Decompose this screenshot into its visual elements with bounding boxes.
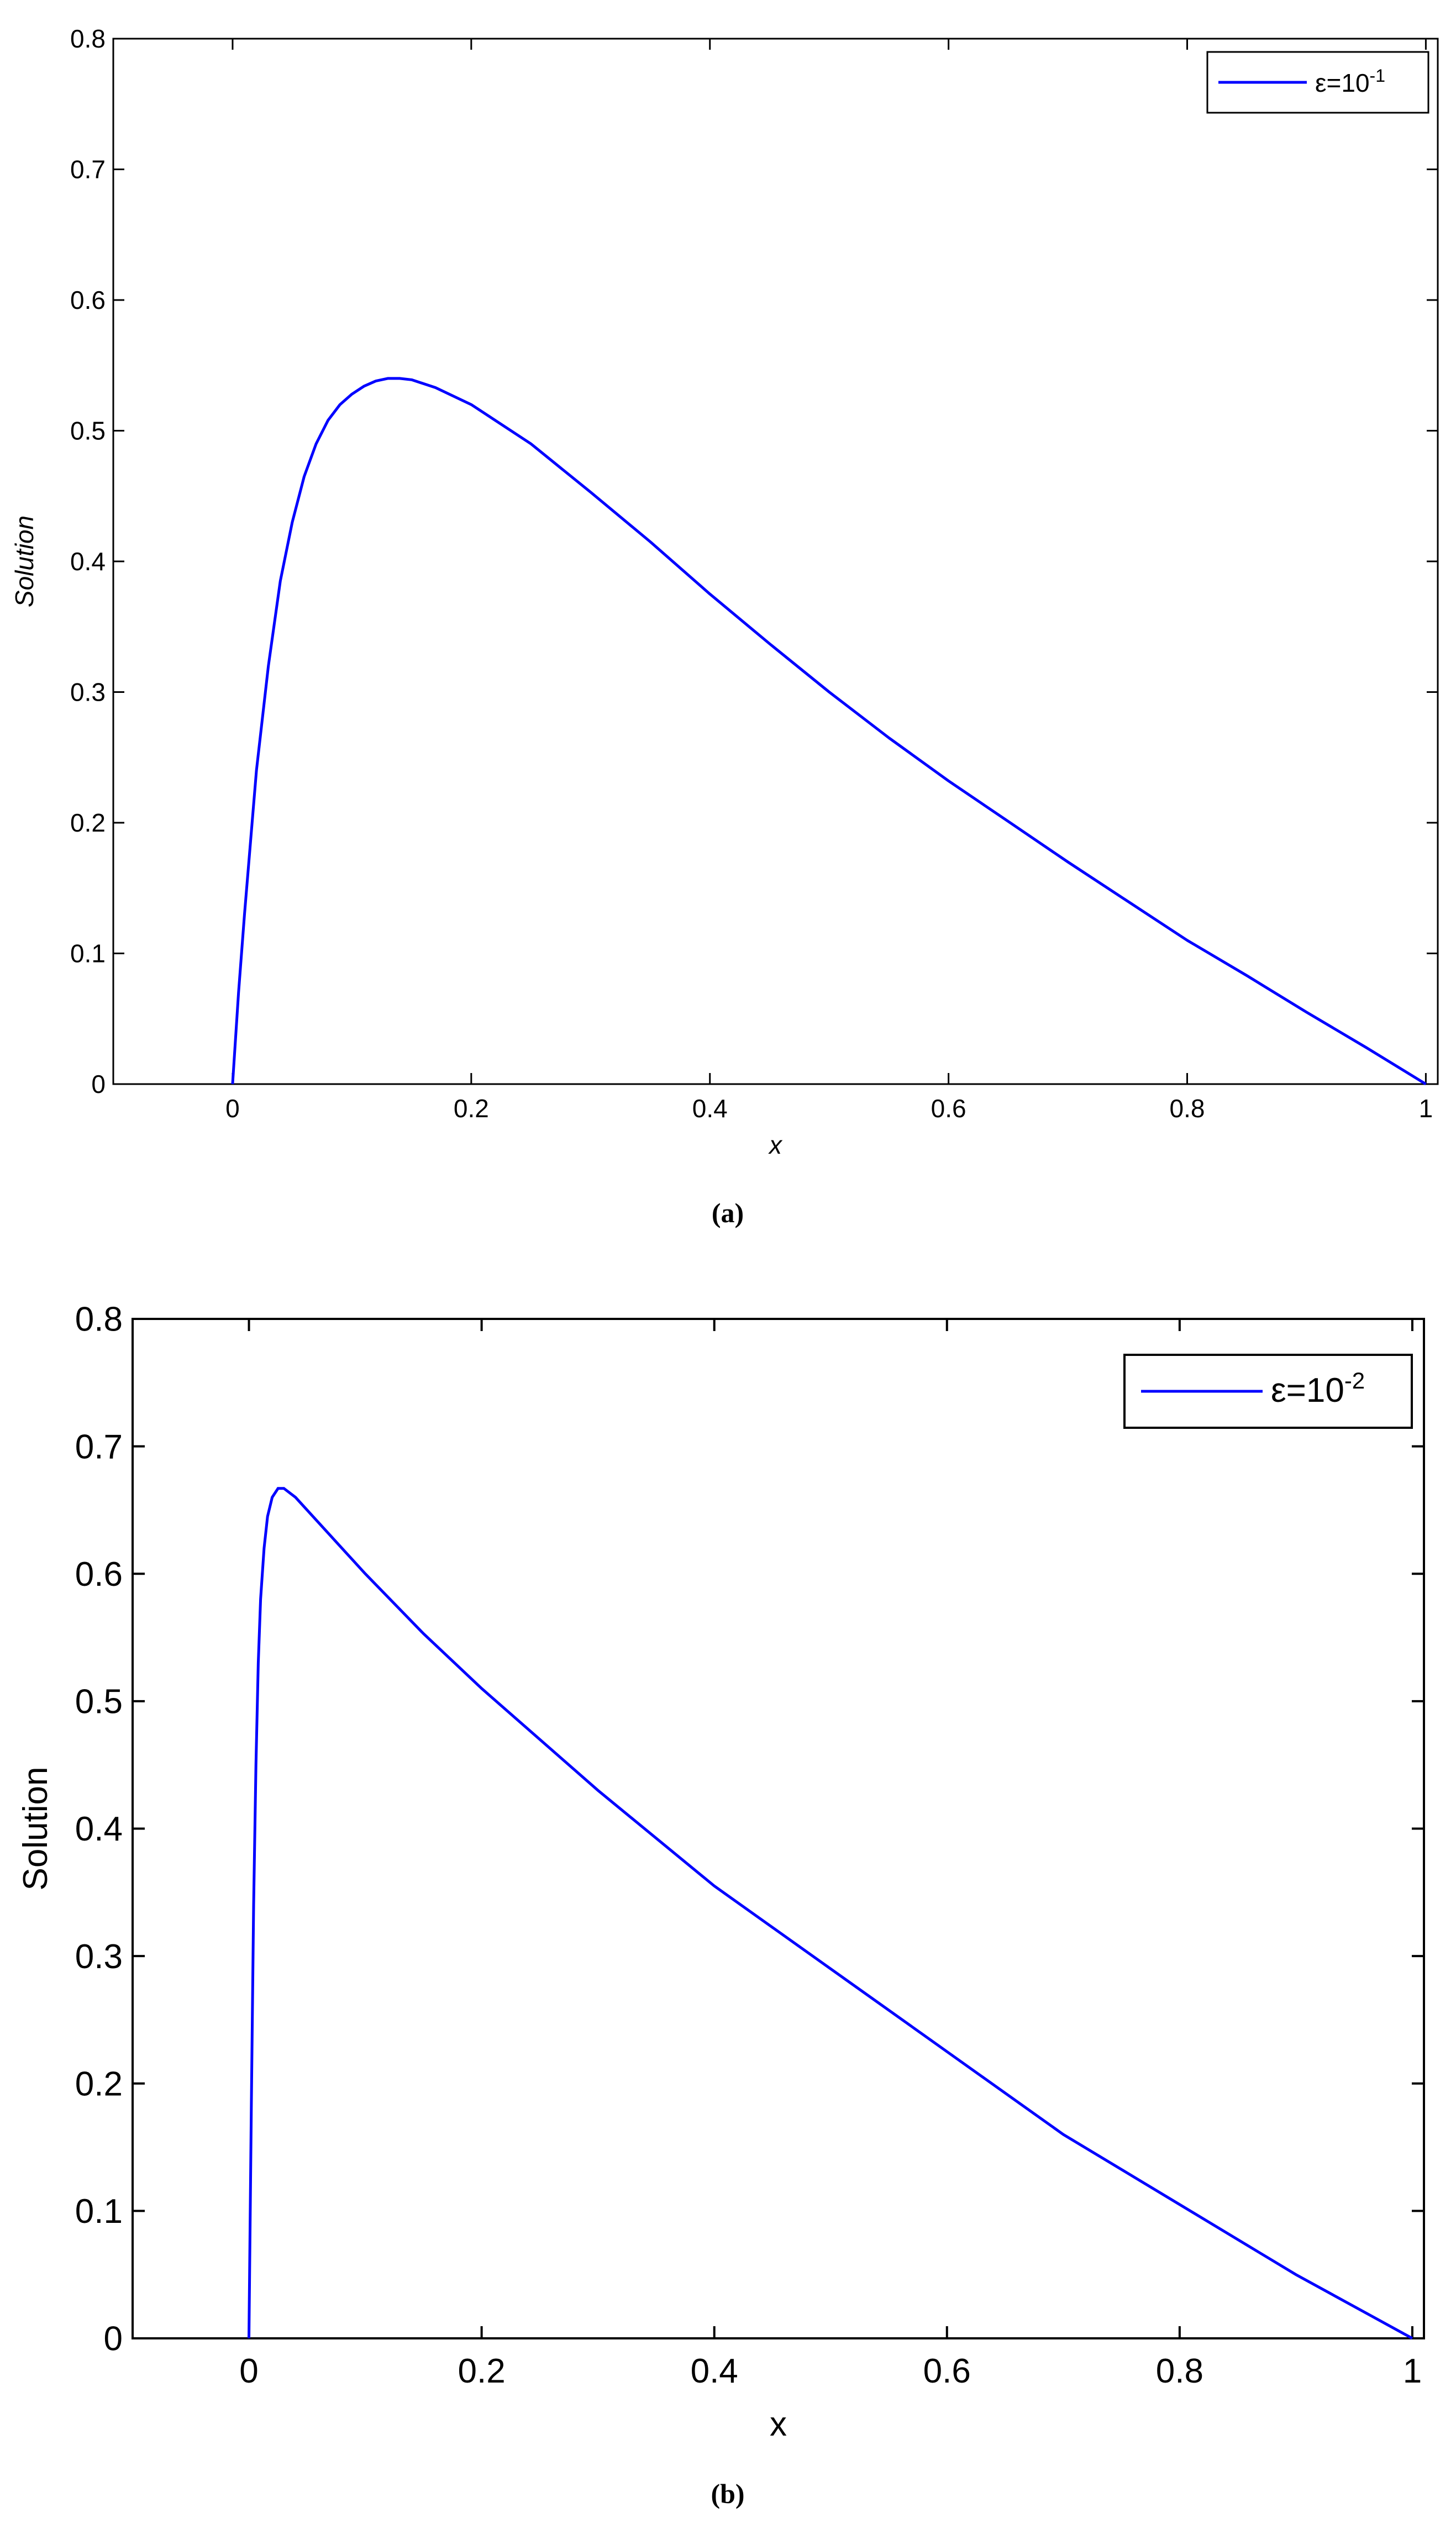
x-tick-label: 0.2 [458, 2352, 506, 2390]
series-line-a [231, 377, 1427, 1086]
x-tick-label: 0.8 [1170, 1094, 1205, 1123]
panel-caption-b: (b) [711, 2478, 744, 2509]
legend-label-exp-a: -1 [1370, 66, 1385, 86]
y-tick-label: 0.5 [70, 417, 106, 445]
x-tick-label: 0 [225, 1094, 240, 1123]
plot-area-b [132, 1318, 1425, 2339]
x-tick-label: 0.6 [923, 2352, 971, 2390]
y-tick-label: 0.6 [75, 1555, 123, 1594]
y-axis-label-a: Solution [10, 516, 39, 607]
chart-panel-b: 0 0.2 0.4 0.6 0.8 100.10.20.30.40.50.60.70.8 … [17, 1301, 1425, 2509]
y-tick-label: 0.2 [70, 808, 106, 837]
series-line-b [248, 1487, 1413, 2340]
legend-label-base-a: ε=10 [1315, 69, 1370, 97]
ticks-a: 0 0.2 0.4 0.6 0.8 1 0 0.1 0.2 0.3 0.4 0.5 0.6 0.7 0.8 [70, 24, 1438, 1123]
y-tick-label: 0.7 [70, 155, 106, 184]
y-tick-label: 0.3 [75, 1938, 123, 1976]
y-axis-label-b: Solution [17, 1766, 55, 1890]
y-tick-label: 0 [91, 1070, 106, 1098]
x-tick-label: 0.2 [454, 1094, 489, 1123]
y-tick-label: 0.2 [75, 2065, 123, 2103]
y-tick-label: 0.3 [70, 678, 106, 707]
ticks-b: 0 0.2 0.4 0.6 0.8 1 0 0.1 0.2 0.3 0.4 0.5 0.6 0.7 0.8 [75, 1301, 1424, 2390]
x-tick-label: 0 [239, 2352, 258, 2390]
x-axis-label-b: x [770, 2405, 787, 2443]
x-axis-label-a: x [768, 1130, 783, 1159]
y-tick-label: 0.7 [75, 1428, 123, 1466]
x-tick-label: 1 [1403, 2352, 1422, 2390]
chart-panel-a: 0 0.2 0.4 0.6 0.8 100.10.20.30.40.50.60.70.8 … [10, 24, 1439, 1228]
y-tick-label: 0.5 [75, 1683, 123, 1721]
x-tick-label: 1 [1419, 1094, 1433, 1123]
x-tick-label: 0.4 [691, 2352, 738, 2390]
legend-label-a: ε=10-1 [1315, 66, 1385, 97]
y-tick-label: 0.4 [75, 1810, 123, 1848]
y-tick-label: 0.8 [75, 1301, 123, 1339]
legend-b: ε=10-2 [1123, 1354, 1413, 1429]
legend-label-base-b: ε=10 [1271, 1371, 1344, 1410]
y-tick-label: 0.8 [70, 24, 106, 53]
y-tick-label: 0.1 [70, 939, 106, 968]
y-tick-label: 0 [104, 2320, 123, 2358]
legend-label-exp-b: -2 [1344, 1368, 1365, 1394]
x-tick-label: 0.4 [692, 1094, 728, 1123]
plot-area-a [112, 38, 1439, 1085]
y-tick-label: 0.6 [70, 286, 106, 314]
y-tick-label: 0.1 [75, 2192, 123, 2231]
panel-caption-a: (a) [712, 1197, 744, 1228]
legend-a: ε=10-1 [1206, 51, 1429, 114]
y-tick-label: 0.4 [70, 547, 106, 576]
x-tick-label: 0.6 [931, 1094, 966, 1123]
x-tick-label: 0.8 [1156, 2352, 1203, 2390]
legend-label-b: ε=10-2 [1271, 1368, 1365, 1410]
